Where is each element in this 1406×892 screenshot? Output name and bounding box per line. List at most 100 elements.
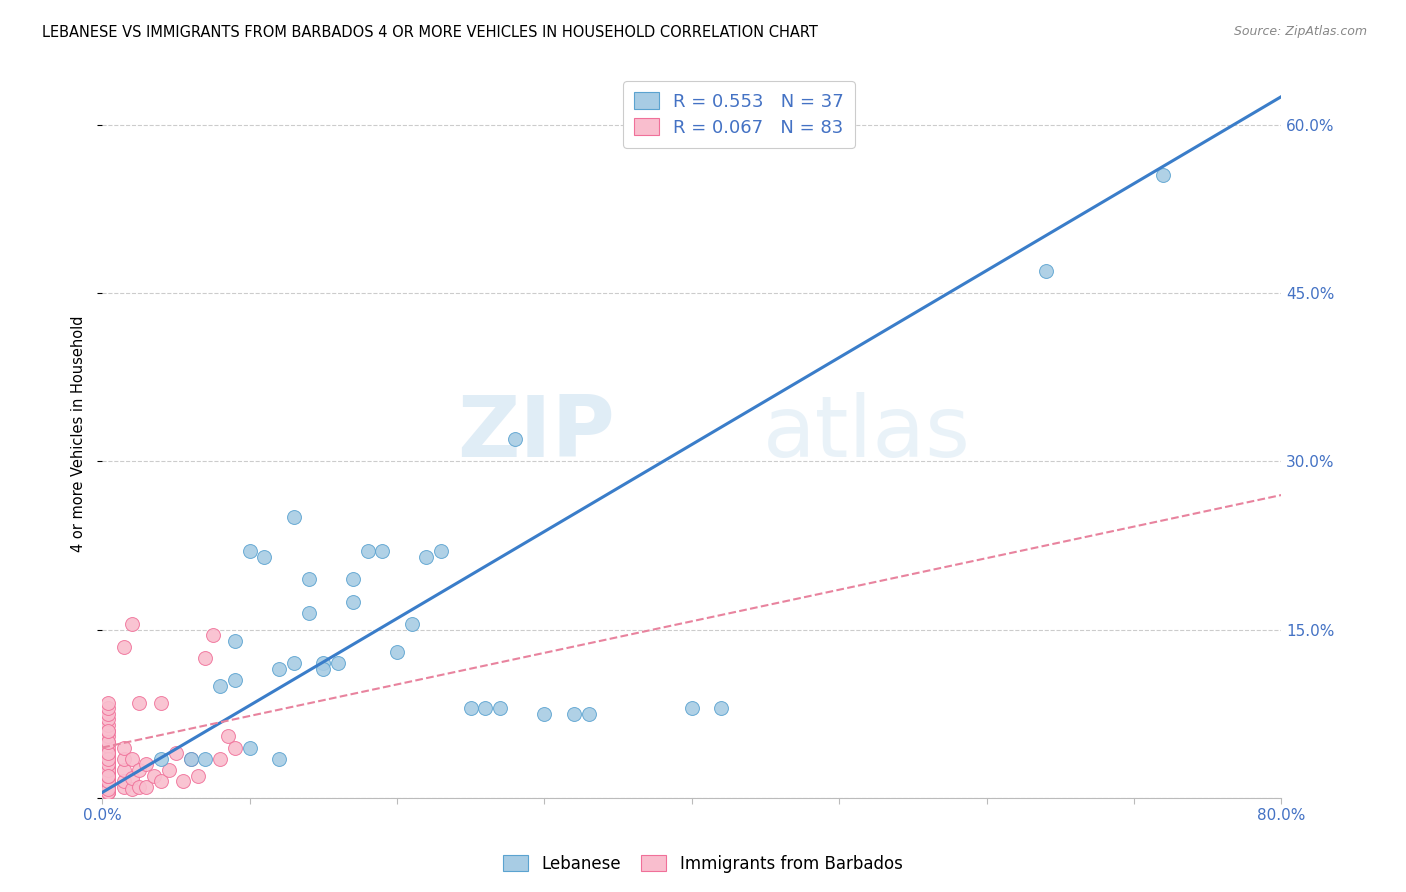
Point xyxy=(201,628,224,642)
Point xyxy=(430,544,453,558)
Point xyxy=(180,752,202,766)
Point xyxy=(385,645,408,659)
Point xyxy=(97,735,120,749)
Point xyxy=(681,701,703,715)
Point xyxy=(150,752,173,766)
Text: Source: ZipAtlas.com: Source: ZipAtlas.com xyxy=(1233,25,1367,38)
Point xyxy=(224,673,246,688)
Point xyxy=(97,774,120,789)
Point xyxy=(97,782,120,797)
Point xyxy=(97,706,120,721)
Point xyxy=(239,740,262,755)
Point xyxy=(356,544,378,558)
Point xyxy=(297,606,319,620)
Point xyxy=(112,752,135,766)
Y-axis label: 4 or more Vehicles in Household: 4 or more Vehicles in Household xyxy=(72,315,86,551)
Point xyxy=(97,780,120,794)
Point xyxy=(97,769,120,783)
Point xyxy=(150,696,173,710)
Point xyxy=(135,780,157,794)
Point xyxy=(239,544,262,558)
Point xyxy=(128,763,150,777)
Point xyxy=(121,771,143,785)
Point xyxy=(533,706,555,721)
Point xyxy=(209,752,232,766)
Legend: R = 0.553   N = 37, R = 0.067   N = 83: R = 0.553 N = 37, R = 0.067 N = 83 xyxy=(623,81,855,148)
Point xyxy=(97,723,120,738)
Point xyxy=(217,729,239,743)
Point xyxy=(97,769,120,783)
Point xyxy=(97,752,120,766)
Text: ZIP: ZIP xyxy=(457,392,616,475)
Point xyxy=(97,778,120,792)
Point xyxy=(97,769,120,783)
Point xyxy=(209,679,232,693)
Point xyxy=(97,778,120,792)
Point xyxy=(401,617,423,632)
Point xyxy=(172,774,194,789)
Point xyxy=(97,696,120,710)
Point xyxy=(342,572,364,586)
Point xyxy=(97,759,120,773)
Point xyxy=(224,634,246,648)
Point xyxy=(112,774,135,789)
Point xyxy=(150,774,173,789)
Point xyxy=(97,757,120,772)
Point xyxy=(342,594,364,608)
Point xyxy=(97,774,120,789)
Point xyxy=(97,772,120,786)
Point xyxy=(128,780,150,794)
Point xyxy=(97,780,120,794)
Point xyxy=(283,657,305,671)
Point xyxy=(312,657,335,671)
Point xyxy=(710,701,733,715)
Point xyxy=(97,769,120,783)
Point xyxy=(267,662,290,676)
Point xyxy=(474,701,496,715)
Point xyxy=(97,755,120,769)
Point xyxy=(97,746,120,760)
Point xyxy=(97,782,120,797)
Point xyxy=(121,617,143,632)
Point xyxy=(97,701,120,715)
Point xyxy=(267,752,290,766)
Point xyxy=(97,774,120,789)
Point xyxy=(97,735,120,749)
Point xyxy=(415,549,437,564)
Point xyxy=(165,746,187,760)
Point xyxy=(97,766,120,780)
Text: atlas: atlas xyxy=(762,392,970,475)
Point xyxy=(97,763,120,777)
Point xyxy=(283,510,305,524)
Point xyxy=(97,785,120,799)
Point xyxy=(157,763,180,777)
Point xyxy=(97,763,120,777)
Point xyxy=(97,774,120,789)
Point xyxy=(112,740,135,755)
Point xyxy=(97,772,120,786)
Point xyxy=(121,752,143,766)
Point xyxy=(97,785,120,799)
Point xyxy=(97,748,120,763)
Point xyxy=(371,544,394,558)
Point xyxy=(97,782,120,797)
Point xyxy=(97,778,120,792)
Point xyxy=(112,780,135,794)
Point xyxy=(489,701,512,715)
Point xyxy=(97,766,120,780)
Point xyxy=(97,713,120,727)
Point xyxy=(97,743,120,757)
Point xyxy=(97,729,120,743)
Point xyxy=(194,650,217,665)
Point xyxy=(128,696,150,710)
Point xyxy=(112,763,135,777)
Point xyxy=(180,752,202,766)
Point xyxy=(326,657,349,671)
Point xyxy=(97,746,120,760)
Point xyxy=(121,782,143,797)
Point xyxy=(224,740,246,755)
Point xyxy=(97,763,120,777)
Point xyxy=(97,785,120,799)
Point xyxy=(1153,168,1175,182)
Point xyxy=(142,769,165,783)
